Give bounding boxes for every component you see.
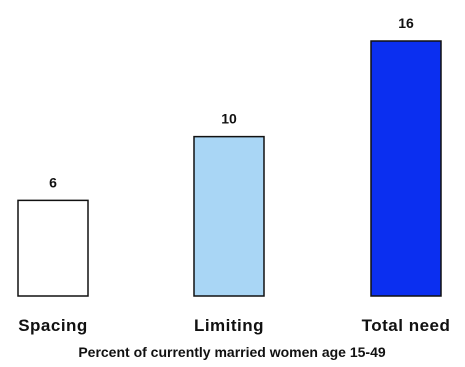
value-label: 6 [49, 174, 57, 190]
bar-spacing [17, 199, 89, 297]
x-axis-caption: Percent of currently married women age 1… [78, 344, 386, 360]
bars-group [17, 40, 442, 297]
value-label: 10 [221, 111, 237, 127]
bar-total-need [370, 40, 442, 297]
bar-limiting [193, 135, 265, 297]
category-label: Total need [362, 316, 451, 335]
category-label: Spacing [18, 316, 88, 335]
category-labels-group: Spacing Limiting Total need [18, 316, 450, 335]
value-labels-group: 6 10 16 [49, 15, 414, 190]
value-label: 16 [398, 15, 414, 31]
category-label: Limiting [194, 316, 264, 335]
